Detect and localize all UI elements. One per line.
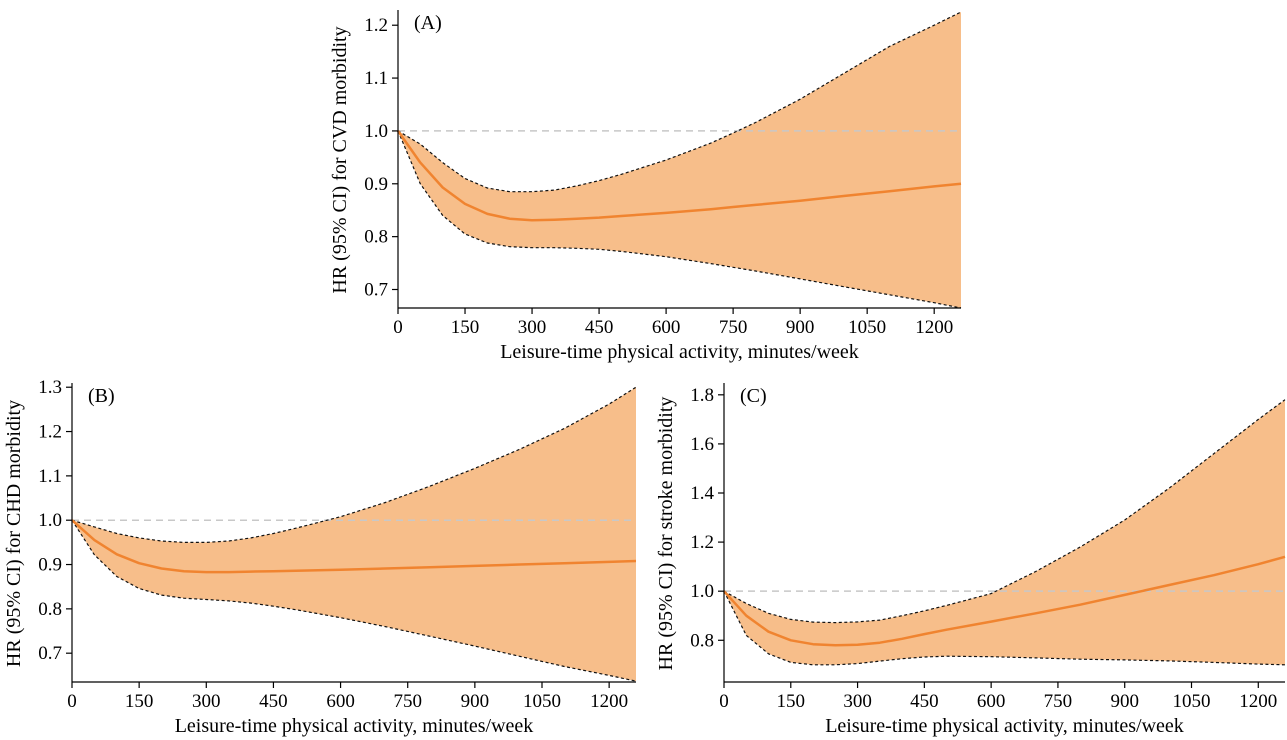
panel-label: (C) bbox=[740, 385, 767, 407]
x-axis-title: Leisure-time physical activity, minutes/… bbox=[500, 341, 859, 363]
x-tick-label: 0 bbox=[393, 317, 403, 338]
x-tick-label: 300 bbox=[192, 691, 221, 712]
x-tick-label: 900 bbox=[786, 317, 815, 338]
y-tick-label: 1.0 bbox=[38, 510, 62, 531]
y-axis-title: HR (95% CI) for stroke morbidity bbox=[655, 397, 677, 671]
x-tick-label: 750 bbox=[719, 317, 748, 338]
y-tick-label: 1.4 bbox=[690, 483, 714, 504]
y-tick-label: 1.2 bbox=[364, 15, 388, 36]
y-tick-label: 1.1 bbox=[364, 68, 388, 89]
y-tick-label: 0.8 bbox=[364, 227, 388, 248]
x-tick-label: 1050 bbox=[848, 317, 886, 338]
upper-ci-line bbox=[71, 386, 637, 543]
x-tick-label: 750 bbox=[1044, 691, 1073, 712]
x-tick-label: 900 bbox=[1110, 691, 1139, 712]
y-axis-title: HR (95% CI) for CVD morbidity bbox=[329, 26, 351, 293]
x-tick-label: 750 bbox=[393, 691, 422, 712]
y-axis-title: HR (95% CI) for CHD morbidity bbox=[3, 400, 25, 667]
y-tick-label: 1.0 bbox=[690, 581, 714, 602]
y-tick-label: 1.1 bbox=[38, 466, 62, 487]
panel-stroke: 0 150 300 450 600 750 900 1050 1200 0.8 1.0 1.2 1.4 1… bbox=[655, 383, 1286, 737]
hr-estimate-line bbox=[723, 555, 1286, 647]
confidence-band bbox=[398, 12, 961, 308]
y-tick-label: 1.8 bbox=[690, 385, 714, 406]
x-tick-label: 150 bbox=[777, 691, 806, 712]
x-tick-label: 1200 bbox=[915, 317, 953, 338]
confidence-band bbox=[72, 387, 636, 682]
y-tick-label: 0.7 bbox=[38, 643, 62, 664]
x-tick-label: 600 bbox=[326, 691, 355, 712]
x-tick-label: 900 bbox=[461, 691, 490, 712]
y-tick-label: 1.2 bbox=[690, 532, 714, 553]
panel-label: (B) bbox=[88, 385, 115, 407]
x-tick-label: 450 bbox=[585, 317, 614, 338]
x-tick-label: 450 bbox=[259, 691, 288, 712]
upper-ci-line bbox=[723, 399, 1286, 624]
lower-ci-line bbox=[723, 590, 1286, 666]
y-tick-label: 0.8 bbox=[38, 599, 62, 620]
x-axis-title: Leisure-time physical activity, minutes/… bbox=[825, 715, 1184, 737]
confidence-band bbox=[724, 399, 1285, 665]
y-tick-label: 1.6 bbox=[690, 434, 714, 455]
x-tick-label: 1200 bbox=[590, 691, 628, 712]
x-tick-label: 150 bbox=[451, 317, 480, 338]
lower-ci-line bbox=[71, 519, 637, 682]
x-tick-label: 600 bbox=[652, 317, 681, 338]
y-tick-label: 0.9 bbox=[38, 555, 62, 576]
panel-cvd: 0 150 300 450 600 750 900 1050 1200 0.7 0.8 0.9 1.0 1… bbox=[329, 10, 962, 363]
x-tick-label: 300 bbox=[518, 317, 547, 338]
x-tick-label: 0 bbox=[719, 691, 729, 712]
x-tick-label: 1200 bbox=[1239, 691, 1277, 712]
hr-estimate-line bbox=[396, 130, 962, 222]
x-axis-title: Leisure-time physical activity, minutes/… bbox=[175, 715, 534, 737]
y-tick-label: 1.2 bbox=[38, 422, 62, 443]
y-tick-label: 0.7 bbox=[364, 280, 388, 301]
x-tick-label: 0 bbox=[67, 691, 77, 712]
y-tick-label: 0.8 bbox=[690, 630, 714, 651]
x-tick-label: 150 bbox=[125, 691, 154, 712]
x-tick-label: 600 bbox=[977, 691, 1006, 712]
x-tick-label: 1050 bbox=[523, 691, 561, 712]
x-tick-label: 300 bbox=[843, 691, 872, 712]
y-tick-label: 0.9 bbox=[364, 174, 388, 195]
y-tick-label: 1.3 bbox=[38, 377, 62, 398]
upper-ci-line bbox=[397, 11, 962, 193]
lower-ci-line bbox=[397, 130, 962, 309]
y-tick-label: 1.0 bbox=[364, 121, 388, 142]
panel-chd: 0 150 300 450 600 750 900 1050 1200 0.7 0.8 0.9 1.0 1… bbox=[3, 377, 637, 737]
x-tick-label: 450 bbox=[910, 691, 939, 712]
x-tick-label: 1050 bbox=[1173, 691, 1211, 712]
panel-label: (A) bbox=[414, 12, 442, 34]
hr-estimate-line bbox=[71, 519, 637, 574]
